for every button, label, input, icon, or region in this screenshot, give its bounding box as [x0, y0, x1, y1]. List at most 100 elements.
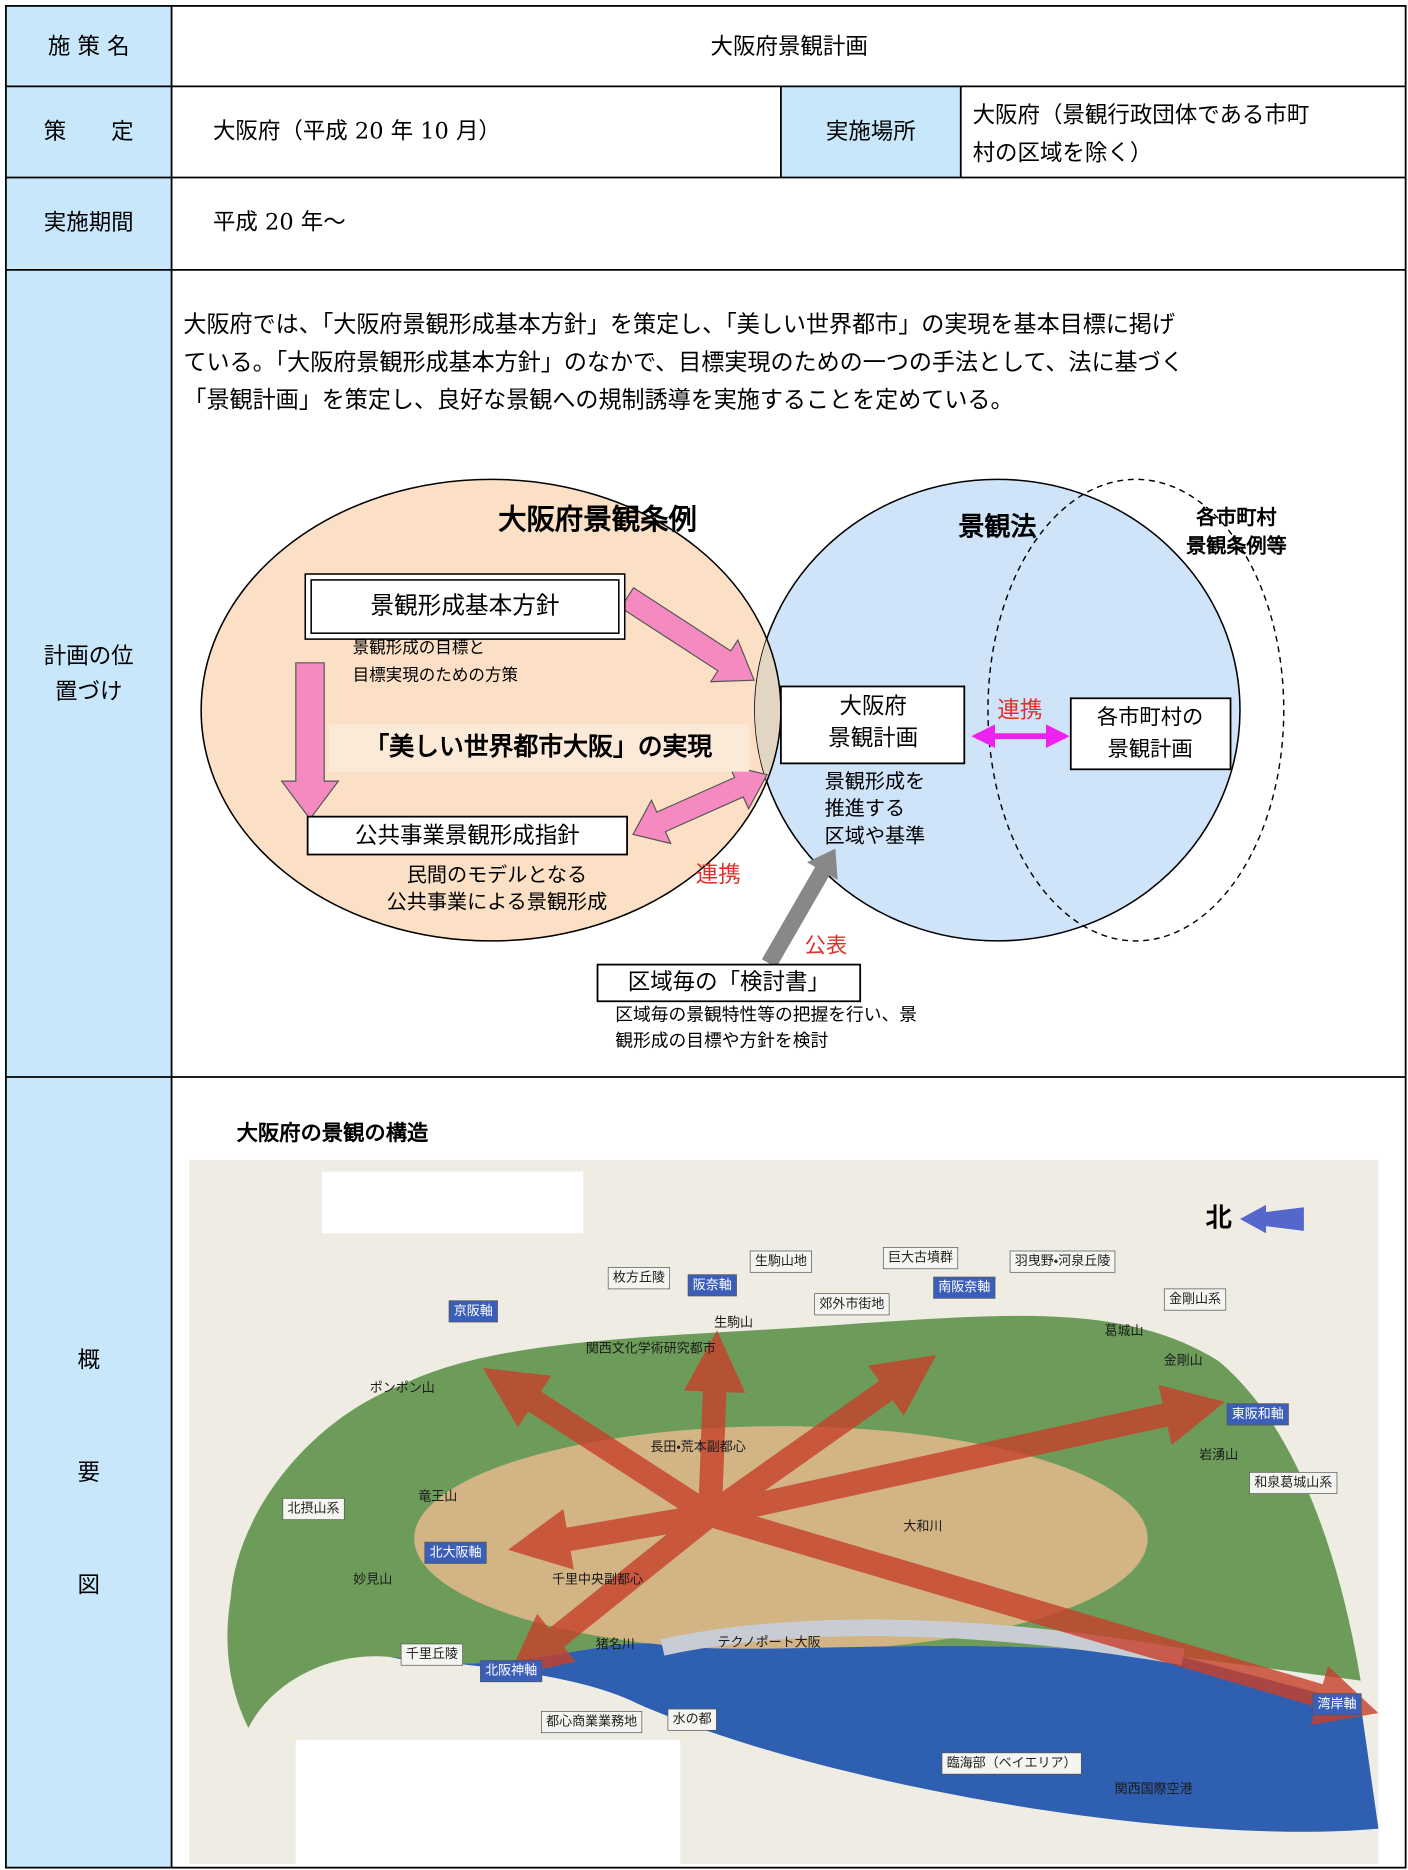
map-label: テクノポート大阪: [717, 1635, 820, 1650]
paragraph: ている。「大阪府景観形成基本方針」のなかで、目標実現のための一つの手法として、法…: [183, 350, 1183, 376]
link-label: 連携: [696, 862, 741, 888]
map-label-box: [1249, 1471, 1338, 1494]
north-arrow: [1239, 1204, 1304, 1234]
box: [306, 815, 628, 856]
label-cell: [780, 86, 961, 178]
map-label-box: [1163, 1288, 1227, 1311]
location: 大阪府（景観行政団体である市町: [973, 102, 1310, 128]
map-label: 北阪神軸: [485, 1664, 537, 1679]
map-label: 阪奈軸: [693, 1278, 732, 1293]
arrow: [761, 848, 838, 968]
map-label: 大和川: [903, 1519, 942, 1534]
map-label: 巨大古墳群: [888, 1251, 953, 1266]
map-label-box: [541, 1711, 643, 1734]
basic-policy: 景観形成基本方針: [370, 592, 559, 620]
map-label-box: [882, 1247, 959, 1270]
map-label: 郊外市街地: [819, 1297, 884, 1312]
slogan-bg: [328, 724, 749, 772]
map-label: 生駒山地: [755, 1254, 807, 1269]
map-label-box: [282, 1498, 345, 1521]
map-label-box: [400, 1643, 463, 1666]
map-label: 金剛山系: [1169, 1292, 1221, 1307]
note: 民間のモデルとなる: [407, 862, 587, 886]
map-label-box: [1312, 1693, 1362, 1716]
paragraph: 「景観計画」を策定し、良好な景観への規制誘導を実施することを定めている。: [183, 388, 1013, 414]
row-label: 施 策 名: [48, 34, 130, 60]
map-label: 岩湧山: [1199, 1447, 1238, 1463]
map-label: 妙見山: [353, 1573, 392, 1588]
link-label: 連携: [997, 697, 1042, 723]
map-label: 竜王山: [418, 1490, 457, 1505]
box: [304, 573, 626, 640]
map-label-box: [667, 1708, 717, 1731]
table-border: [5, 5, 1407, 1869]
row-label: 実施場所: [826, 119, 916, 145]
municipal-ellipse: [987, 478, 1285, 942]
row-label: 概: [77, 1348, 99, 1374]
municipal-plan: 景観計画: [1107, 737, 1192, 762]
municipal-title: 景観条例等: [1186, 533, 1287, 557]
blank: [295, 1739, 681, 1865]
note: 景観形成を: [825, 769, 926, 793]
map-label-box: [814, 1293, 890, 1316]
blank: [321, 1171, 584, 1234]
ordinance-title: 大阪府景観条例: [498, 503, 697, 536]
diagram: 大阪府景観条例 景観法 各市町村 景観条例等 景観形成基本方針 景観形成の目標と…: [200, 478, 1287, 1052]
map-label: 葛城山: [1105, 1324, 1144, 1339]
map-label: 北摂山系: [288, 1501, 340, 1517]
note: 目標実現のための方策: [353, 665, 518, 684]
map-label: 湾岸軸: [1318, 1697, 1357, 1712]
note: 区域や基準: [825, 823, 926, 847]
north-label: 北: [1206, 1204, 1232, 1234]
note: 景観形成の目標と: [353, 638, 485, 657]
map-label: 東阪和軸: [1232, 1406, 1284, 1422]
row-label: 策 定: [44, 119, 134, 145]
plan: 大阪府: [839, 694, 906, 720]
axes: [482, 1330, 1379, 1726]
bay: [660, 1619, 1185, 1666]
note: 区域毎の景観特性等の把握を行い、景: [615, 1004, 917, 1025]
map-label: 羽曳野・河泉丘陵: [1015, 1253, 1110, 1269]
map-label: 猪名川: [596, 1637, 635, 1653]
map-label: 関西文化学術研究都市: [586, 1341, 716, 1357]
map-label: 金剛山: [1164, 1354, 1203, 1369]
sea: [390, 1643, 1379, 1832]
law-title: 景観法: [958, 512, 1036, 542]
box: [310, 579, 620, 634]
box: [596, 963, 862, 1003]
map-label: 京阪軸: [454, 1304, 493, 1319]
study: 区域毎の「検討書」: [628, 970, 830, 996]
map-label: 都心商業業務地: [546, 1714, 637, 1730]
table: 施 策 名 大阪府景観計画 策 定 大阪府（平成 20 年 10 月） 実施場所…: [5, 5, 1407, 1869]
plan: 景観計画: [828, 726, 918, 752]
map-label: 長田・荒本副都心: [650, 1440, 745, 1455]
arrow: [619, 586, 755, 683]
established: 大阪府（平成 20 年 10 月）: [213, 119, 501, 145]
location: 村の区域を除く）: [973, 140, 1153, 166]
arrow: [280, 662, 340, 820]
map-title: 大阪府の景観の構造: [237, 1120, 429, 1146]
map-label: 生駒山: [714, 1316, 753, 1331]
paragraph: 大阪府では、「大阪府景観形成基本方針」を策定し、「美しい世界都市」の実現を基本目…: [183, 312, 1175, 338]
row-label: 置づけ: [55, 679, 122, 705]
period: 平成 20 年～: [213, 210, 346, 236]
row-label: 実施期間: [44, 210, 134, 236]
map-label: ポンポン山: [370, 1381, 435, 1396]
map-label-box: [1009, 1250, 1116, 1273]
map-label-box: [687, 1274, 737, 1297]
box: [1069, 697, 1232, 771]
note: 公共事業による景観形成: [387, 890, 608, 914]
label-column: [5, 5, 172, 1868]
policy-name: 大阪府景観計画: [711, 34, 868, 60]
municipal-title: 各市町村: [1195, 505, 1276, 529]
row-label: 要: [77, 1460, 99, 1486]
map-label-box: [933, 1276, 996, 1299]
publish-label: 公表: [805, 933, 848, 958]
map-label: 千里中央副都心: [552, 1573, 643, 1588]
map-label: 北大阪軸: [430, 1545, 482, 1560]
map-label-box: [749, 1250, 812, 1273]
map-label-box: [424, 1541, 487, 1564]
slogan: 「美しい世界都市大阪」の実現: [364, 732, 712, 761]
